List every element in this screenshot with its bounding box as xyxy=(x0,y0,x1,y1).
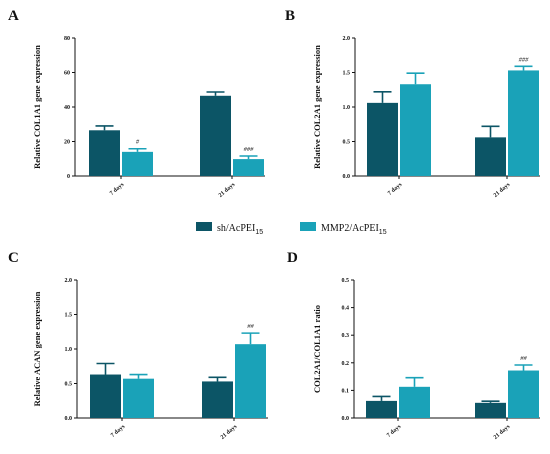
y-tick-label: 0.2 xyxy=(342,361,350,367)
y-tick-label: 0.0 xyxy=(343,174,351,180)
bar xyxy=(123,378,154,418)
y-axis-label: Relative COL2A1 gene expression xyxy=(312,45,322,169)
x-tick-label: 7 days xyxy=(110,424,127,439)
bar xyxy=(202,381,233,418)
y-tick-label: 0.3 xyxy=(342,333,350,339)
y-tick-label: 20 xyxy=(64,140,70,146)
panel-letter: A xyxy=(8,8,19,24)
bar xyxy=(122,151,153,176)
bar xyxy=(367,102,398,176)
y-tick-label: 0 xyxy=(67,174,70,180)
y-axis-label: Relative COL1A1 gene expression xyxy=(32,45,42,169)
bar xyxy=(508,70,539,176)
bar xyxy=(200,95,231,176)
x-tick-label: 21 days xyxy=(220,424,239,441)
bar xyxy=(233,159,264,176)
bar xyxy=(399,386,430,418)
significance-annotation: ## xyxy=(520,355,527,362)
bar xyxy=(90,374,121,418)
y-tick-label: 1.0 xyxy=(343,105,351,111)
bar xyxy=(475,137,506,176)
panel-a: A Relative COL1A1 gene expression 0 20 40 60 8… xyxy=(8,8,265,199)
x-tick-label: 21 days xyxy=(493,424,512,441)
x-tick-label: 7 days xyxy=(109,182,126,197)
y-tick-label: 80 xyxy=(64,36,70,42)
significance-annotation: ### xyxy=(519,56,530,63)
panel-letter: D xyxy=(287,250,298,266)
panel-b: B Relative COL2A1 gene expression 0.0 0.5 1.… xyxy=(285,8,540,199)
panel-c: C Relative ACAN gene expression 0.0 0.5 1.0 1… xyxy=(8,250,268,441)
x-tick-label: 7 days xyxy=(387,182,404,197)
y-tick-label: 0.0 xyxy=(342,416,350,422)
panel-letter: C xyxy=(8,250,19,266)
panel-letter: B xyxy=(285,8,295,24)
bar xyxy=(366,400,397,418)
significance-annotation: ## xyxy=(247,323,254,330)
y-axis-label: Relative ACAN gene expression xyxy=(32,291,42,406)
y-tick-label: 0.4 xyxy=(342,306,350,312)
legend-label-sh-acpei: sh/AcPEI15 xyxy=(217,223,263,236)
y-tick-label: 0.0 xyxy=(65,416,73,422)
x-tick-label: 21 days xyxy=(493,182,512,199)
bar xyxy=(475,402,506,418)
panel-d: D COL2A1/COL1A1 ratio 0.0 0.1 0.2 0.3 0.4 0.5 7 … xyxy=(287,250,540,441)
legend-swatch-mmp2-acpei xyxy=(300,222,316,231)
y-tick-label: 1.5 xyxy=(65,313,73,319)
y-tick-label: 60 xyxy=(64,71,70,77)
bar xyxy=(508,370,539,418)
y-tick-label: 0.5 xyxy=(65,382,73,388)
y-axis-label: COL2A1/COL1A1 ratio xyxy=(312,305,322,393)
y-tick-label: 40 xyxy=(64,105,70,111)
y-tick-label: 0.5 xyxy=(343,140,351,146)
y-tick-label: 0.5 xyxy=(342,278,350,284)
y-tick-label: 1.5 xyxy=(343,71,351,77)
bar xyxy=(400,84,431,176)
significance-annotation: ### xyxy=(244,146,255,153)
significance-annotation: # xyxy=(136,139,140,146)
y-tick-label: 2.0 xyxy=(65,278,73,284)
x-tick-label: 7 days xyxy=(386,424,403,439)
y-tick-label: 2.0 xyxy=(343,36,351,42)
x-tick-label: 21 days xyxy=(218,182,237,199)
bar xyxy=(89,130,120,176)
legend-label-mmp2-acpei: MMP2/AcPEI15 xyxy=(321,223,387,236)
legend: sh/AcPEI15 MMP2/AcPEI15 xyxy=(196,222,387,236)
bar xyxy=(235,344,266,418)
legend-swatch-sh-acpei xyxy=(196,222,212,231)
y-tick-label: 0.1 xyxy=(342,388,350,394)
y-tick-label: 1.0 xyxy=(65,347,73,353)
